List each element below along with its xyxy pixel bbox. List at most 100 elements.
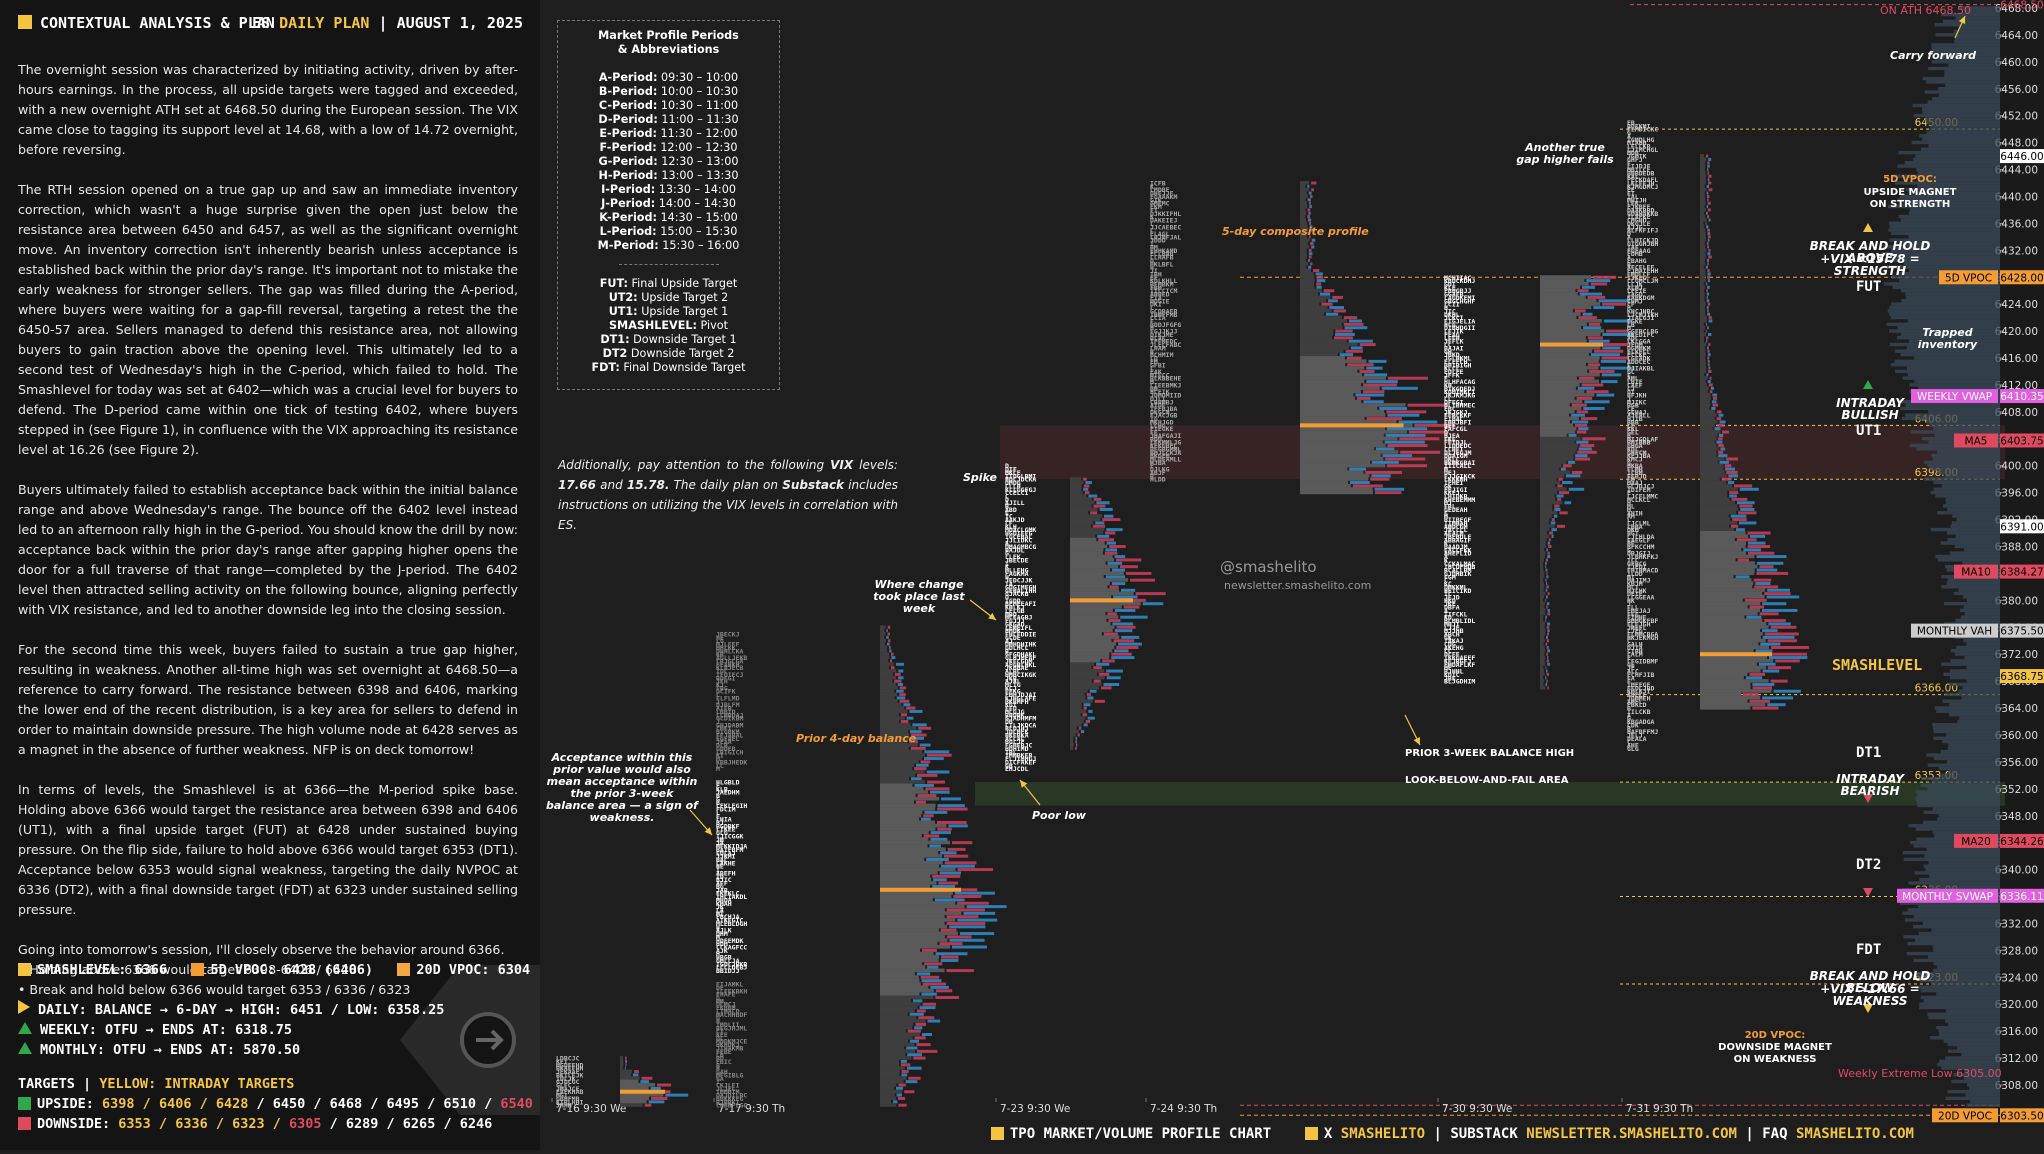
- s717-bar: [880, 769, 925, 774]
- composite-volume-bar: [1938, 1029, 2000, 1033]
- vix-note: Additionally, pay attention to the follo…: [558, 455, 898, 535]
- s724-volume: [1308, 221, 1312, 225]
- s723-volume: [1090, 511, 1098, 515]
- s730-volume: [1586, 279, 1611, 283]
- s731-volume: [1754, 585, 1779, 589]
- s723-tpo: K: [1005, 563, 1009, 571]
- y-tick-label: 6352.00: [1995, 784, 2038, 796]
- s730-volume: [1558, 491, 1570, 495]
- s730-tpo: E: [1444, 509, 1448, 517]
- s724-volume: [1385, 433, 1426, 437]
- s731-bar: [1700, 699, 1748, 703]
- s717b-tpo: GMLLJA: [716, 957, 740, 965]
- s724-volume: [1311, 245, 1315, 249]
- composite-volume-bar: [1924, 477, 2000, 481]
- s717-bar: [880, 1032, 920, 1037]
- price-tag-box: [2000, 149, 2044, 164]
- s724-tpo: KFKGBFC: [1150, 442, 1177, 450]
- y-tick-label: 6436.00: [1995, 218, 2038, 230]
- s731-tpo: EMDLCF: [1627, 270, 1651, 278]
- composite-volume-bar: [1888, 228, 2000, 232]
- s730-tpo: BLJGDHIM: [1444, 678, 1475, 686]
- composite-volume-bar: [1896, 336, 2000, 340]
- footer-x-handle[interactable]: SMASHELITO: [1340, 1126, 1426, 1142]
- composite-volume-bar: [1909, 208, 2000, 212]
- s724-bar: [1300, 238, 1310, 242]
- s731-tpo: FIMHE: [1627, 614, 1647, 622]
- y-tick-label: 6464.00: [1995, 30, 2038, 42]
- s731-volume: [1706, 194, 1710, 198]
- s731-tpo: LJCFLMMC: [1627, 493, 1658, 501]
- composite-volume-bar: [1909, 383, 2000, 387]
- footer-faq-link[interactable]: SMASHELITO.COM: [1795, 1126, 1914, 1142]
- s723-volume: [1094, 699, 1105, 703]
- composite-volume-bar: [1918, 1005, 2000, 1010]
- s717-bar: [880, 904, 965, 909]
- s717c-tpo: BJBBKI: [716, 1098, 740, 1106]
- s731-tpo: ADC: [1627, 334, 1639, 342]
- s731-tpo: BE: [1627, 540, 1635, 548]
- s731-volume: [1707, 275, 1710, 279]
- composite-volume-bar: [1913, 914, 2000, 919]
- composite-volume-bar: [1946, 531, 2000, 535]
- yellow-square-icon: [18, 963, 31, 976]
- composite-volume-bar: [1904, 918, 2000, 922]
- s717-volume: [896, 1093, 902, 1097]
- composite-volume-bar: [1908, 339, 2000, 343]
- composite-volume-bar: [1969, 1086, 2000, 1090]
- s723-tpo: AJ: [1005, 637, 1013, 645]
- y-tick-label: 6400.00: [1995, 461, 2038, 473]
- price-tag-name: 20D VPOC: [1938, 1110, 1992, 1122]
- s730-tpo: KGMIMKCI: [1444, 388, 1475, 396]
- s724-tpo: L: [1150, 220, 1154, 228]
- s730-volume: [1556, 524, 1566, 528]
- s730-bar: [1540, 463, 1562, 468]
- s717-bar: [880, 632, 886, 636]
- s731-bar: [1700, 524, 1730, 528]
- s730-bar: [1540, 292, 1578, 296]
- s723-bar: [1070, 564, 1119, 569]
- s731-tpo: LJCMJIKH: [1627, 311, 1658, 319]
- s717-bar: [880, 857, 925, 862]
- composite-volume-bar: [1938, 93, 2000, 98]
- s723-volume: [1083, 487, 1089, 491]
- s723-tpo: B: [1005, 647, 1009, 655]
- s730-volume: [1545, 635, 1548, 639]
- s730-tpo: MF: [1444, 664, 1452, 672]
- s724-tpo: ECLBAB: [1150, 250, 1174, 258]
- s730-bar: [1540, 386, 1576, 390]
- composite-volume-bar: [1956, 517, 2000, 522]
- s730-volume: [1600, 380, 1618, 384]
- s730-bar: [1540, 389, 1585, 394]
- composite-volume-bar: [1927, 787, 2000, 791]
- composite-volume-bar: [1931, 43, 2000, 47]
- s716-bar: [620, 1072, 631, 1077]
- s730-tpo: KFJBGFJ: [1444, 657, 1471, 665]
- composite-volume-bar: [1912, 103, 2000, 108]
- s731-tpo: E: [1627, 361, 1631, 369]
- s717a-tpo: EGFAEL: [716, 735, 740, 743]
- s717-bar: [880, 709, 908, 714]
- s730-bar: [1540, 645, 1545, 650]
- s716-tpo: JMAJCE: [556, 1085, 580, 1093]
- s716-bar: [620, 1083, 656, 1087]
- footer-substack-link[interactable]: NEWSLETTER.SMASHELITO.COM: [1526, 1126, 1737, 1142]
- s724-bar: [1300, 433, 1384, 438]
- abbrev-row: DT1: Downside Target 1: [600, 333, 737, 346]
- s731-tpo: J: [1627, 600, 1631, 608]
- s717-volume: [951, 888, 978, 892]
- s723-bar: [1070, 652, 1110, 656]
- s731-bar: [1700, 440, 1715, 444]
- s724-bar: [1300, 312, 1324, 316]
- s730-tpo: KKFJ: [1444, 489, 1460, 497]
- s731-bar: [1700, 359, 1706, 363]
- s717-bar: [880, 1012, 908, 1016]
- s724-tpo: B: [1150, 348, 1154, 356]
- s730-volume: [1598, 299, 1631, 303]
- composite-volume-bar: [1917, 803, 2000, 808]
- s717-volume: [911, 736, 924, 740]
- s723-bar: [1070, 732, 1076, 737]
- s730-tpo: IIICALL: [1444, 462, 1471, 470]
- s730-bar: [1540, 366, 1599, 370]
- s723-tpo: H: [1005, 573, 1009, 581]
